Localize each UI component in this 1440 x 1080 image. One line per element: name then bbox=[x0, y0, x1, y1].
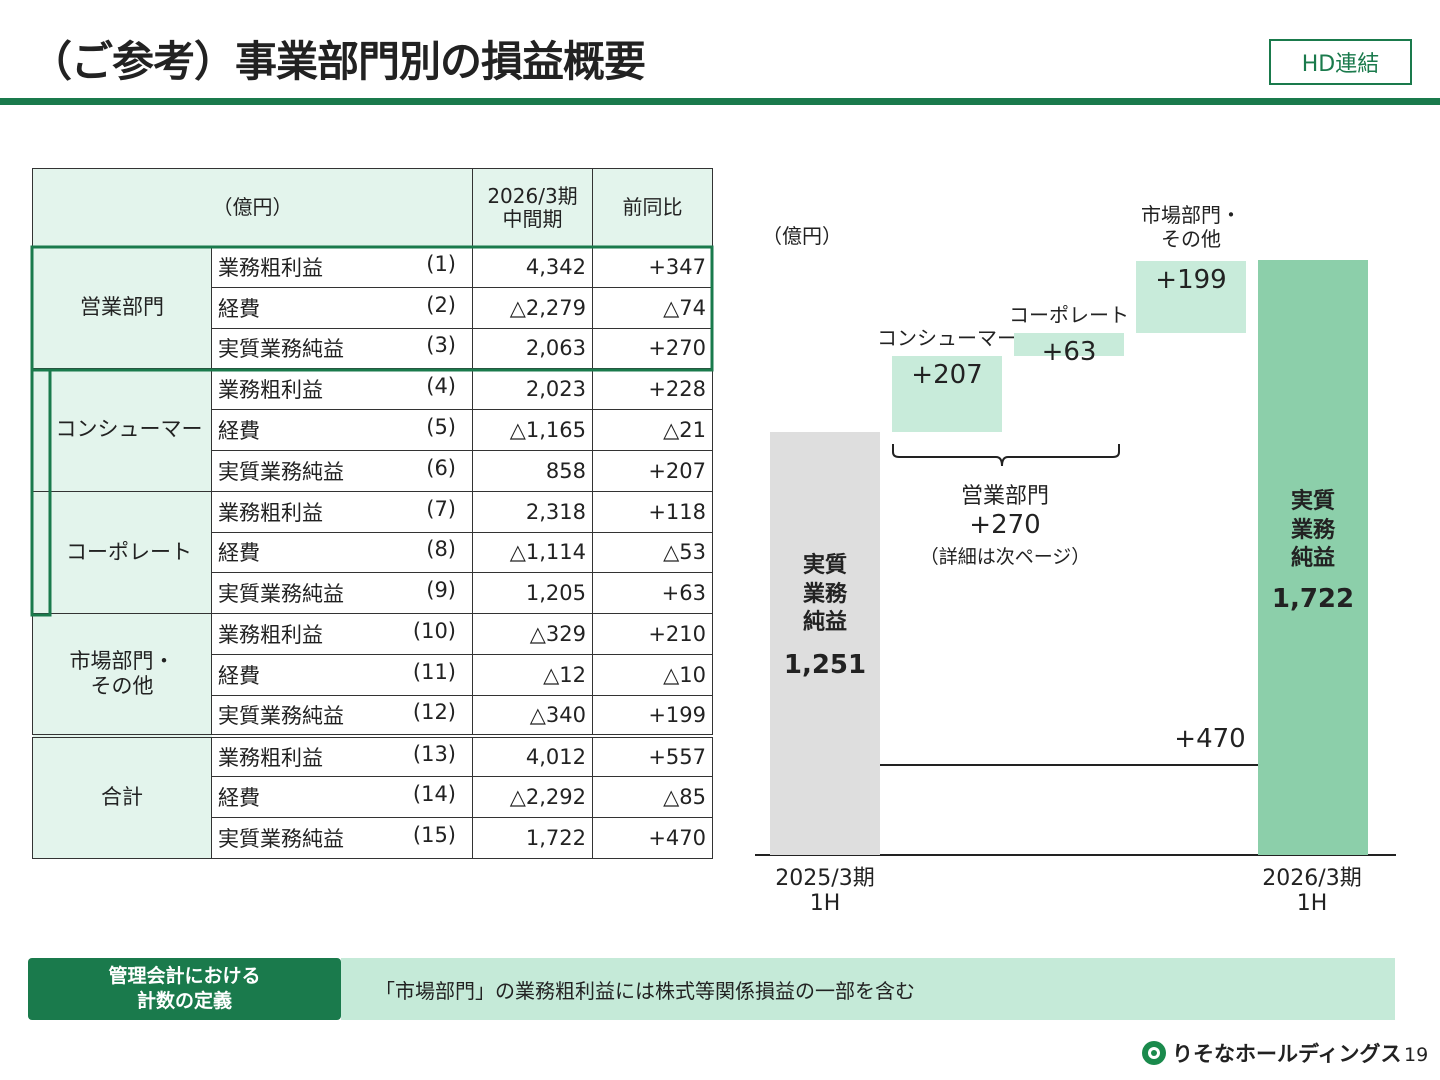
table-row: 経費 (2) △2,279 △74 bbox=[33, 286, 713, 329]
yoy-cell: +199 bbox=[592, 694, 713, 737]
yoy-header: 前同比 bbox=[592, 168, 713, 247]
yoy-cell: △85 bbox=[592, 776, 713, 819]
table-row: コーポレート 業務粗利益 (7) 2,318 +118 bbox=[32, 490, 713, 615]
item-cell: 経費 (11) bbox=[211, 653, 473, 696]
x-label-end: 2026/3期 1H bbox=[1262, 866, 1362, 917]
item-cell: 実質業務純益 (12) bbox=[211, 694, 473, 737]
segment-label: コーポレート bbox=[32, 490, 212, 615]
step-category-label: 市場部門・ その他 bbox=[1141, 202, 1241, 251]
value-cell: △12 bbox=[472, 653, 593, 696]
value-cell: 1,205 bbox=[472, 572, 593, 615]
value-cell: △2,279 bbox=[472, 286, 593, 329]
table-row: コンシューマー 業務粗利益 (4) 2,023 +228 bbox=[32, 368, 713, 492]
value-cell: △2,292 bbox=[472, 776, 593, 819]
step-value-label: +207 bbox=[911, 360, 983, 391]
yoy-cell: +470 bbox=[592, 817, 713, 859]
start-bar bbox=[770, 432, 880, 855]
value-cell: 858 bbox=[472, 449, 593, 492]
step-bar bbox=[1136, 260, 1246, 334]
yoy-cell: +210 bbox=[592, 613, 713, 655]
yoy-cell: +63 bbox=[592, 572, 713, 615]
chart-unit: （億円） bbox=[762, 224, 842, 248]
resona-logo-icon bbox=[1142, 1041, 1166, 1065]
start-bar-value: 1,251 bbox=[783, 650, 867, 680]
brace-note: （詳細は次ページ） bbox=[919, 546, 1091, 568]
change-label: +470 bbox=[1174, 724, 1246, 754]
item-cell: 業務粗利益 (10) bbox=[211, 613, 473, 655]
end-bar bbox=[1258, 260, 1368, 855]
value-cell: 2,063 bbox=[472, 327, 593, 370]
table-header: （億円） 2026/3期 中間期 前同比 bbox=[32, 168, 713, 247]
brace bbox=[892, 444, 1120, 467]
item-cell: 経費 (8) bbox=[211, 531, 473, 574]
table-row: 経費 (8) △1,114 △53 bbox=[33, 531, 713, 574]
yoy-cell: +270 bbox=[592, 327, 713, 370]
value-cell: 2,023 bbox=[472, 368, 593, 411]
item-cell: 実質業務純益 (6) bbox=[211, 449, 473, 492]
table-row: 実質業務純益 (12) △340 +199 bbox=[33, 694, 713, 737]
table-row: 実質業務純益 (6) 858 +207 bbox=[33, 449, 713, 492]
start-bar-label: 実質 業務 純益 bbox=[802, 553, 847, 636]
page-title: （ご参考）事業部門別の損益概要 bbox=[30, 37, 646, 86]
segment-pl-table: （億円） 2026/3期 中間期 前同比 営業部門 業務粗利益 (1) 4,342 +34… bbox=[32, 168, 713, 859]
segment-label: 営業部門 bbox=[32, 245, 212, 370]
yoy-cell: +347 bbox=[592, 246, 713, 288]
brace-value: +270 bbox=[969, 510, 1041, 540]
value-cell: 4,342 bbox=[472, 246, 593, 288]
definition-text: 「市場部門」の業務粗利益には株式等関係損益の一部を含む bbox=[341, 958, 1395, 1020]
table-row: 実質業務純益 (3) 2,063 +270 bbox=[33, 327, 713, 370]
segment-label: コンシューマー bbox=[32, 368, 212, 492]
yoy-cell: △74 bbox=[592, 286, 713, 329]
company-logo: りそなホールディングス bbox=[1140, 1038, 1402, 1068]
sales-division-outline bbox=[30, 245, 714, 372]
step-bar bbox=[892, 356, 1002, 432]
value-cell: 1,722 bbox=[472, 817, 593, 859]
definition-label: 管理会計における 計数の定義 bbox=[28, 958, 341, 1020]
item-cell: 実質業務純益 (9) bbox=[211, 572, 473, 615]
x-label-start: 2025/3期 1H bbox=[775, 866, 875, 917]
item-cell: 実質業務純益 (15) bbox=[211, 817, 473, 859]
table-row: 経費 (5) △1,165 △21 bbox=[33, 409, 713, 451]
value-cell: △329 bbox=[472, 613, 593, 655]
unit-header: （億円） bbox=[32, 168, 473, 247]
step-category-label: コンシューマー bbox=[877, 326, 1017, 351]
page-number: 19 bbox=[1404, 1044, 1429, 1066]
item-cell: 業務粗利益 (7) bbox=[211, 490, 473, 533]
end-bar-value: 1,722 bbox=[1271, 584, 1355, 614]
yoy-cell: +228 bbox=[592, 368, 713, 411]
sales-division-bracket bbox=[30, 370, 52, 617]
end-bar-label: 実質 業務 純益 bbox=[1290, 489, 1335, 572]
yoy-cell: +557 bbox=[592, 734, 713, 778]
segment-label: 市場部門・ その他 bbox=[32, 613, 212, 737]
step-value-label: +199 bbox=[1155, 264, 1227, 295]
table-row: 合計 業務粗利益 (13) 4,012 +557 bbox=[32, 734, 713, 859]
table-row: 実質業務純益 (15) 1,722 +470 bbox=[33, 817, 713, 859]
step-value-label: +63 bbox=[1041, 337, 1097, 368]
yoy-cell: +118 bbox=[592, 490, 713, 533]
item-cell: 経費 (5) bbox=[211, 409, 473, 451]
step-bar bbox=[1014, 333, 1124, 357]
table-row: 市場部門・ その他 業務粗利益 (10) △329 +210 bbox=[32, 613, 713, 737]
title-divider bbox=[0, 98, 1440, 105]
scope-badge: HD連結 bbox=[1269, 39, 1412, 85]
period-header: 2026/3期 中間期 bbox=[472, 168, 593, 247]
table-row: 経費 (11) △12 △10 bbox=[33, 653, 713, 696]
segment-label: 合計 bbox=[32, 734, 212, 859]
brace-label: 営業部門 bbox=[960, 484, 1049, 509]
yoy-cell: +207 bbox=[592, 449, 713, 492]
value-cell: 4,012 bbox=[472, 734, 593, 778]
step-category-label: コーポレート bbox=[1009, 303, 1129, 328]
table-row: 実質業務純益 (9) 1,205 +63 bbox=[33, 572, 713, 615]
